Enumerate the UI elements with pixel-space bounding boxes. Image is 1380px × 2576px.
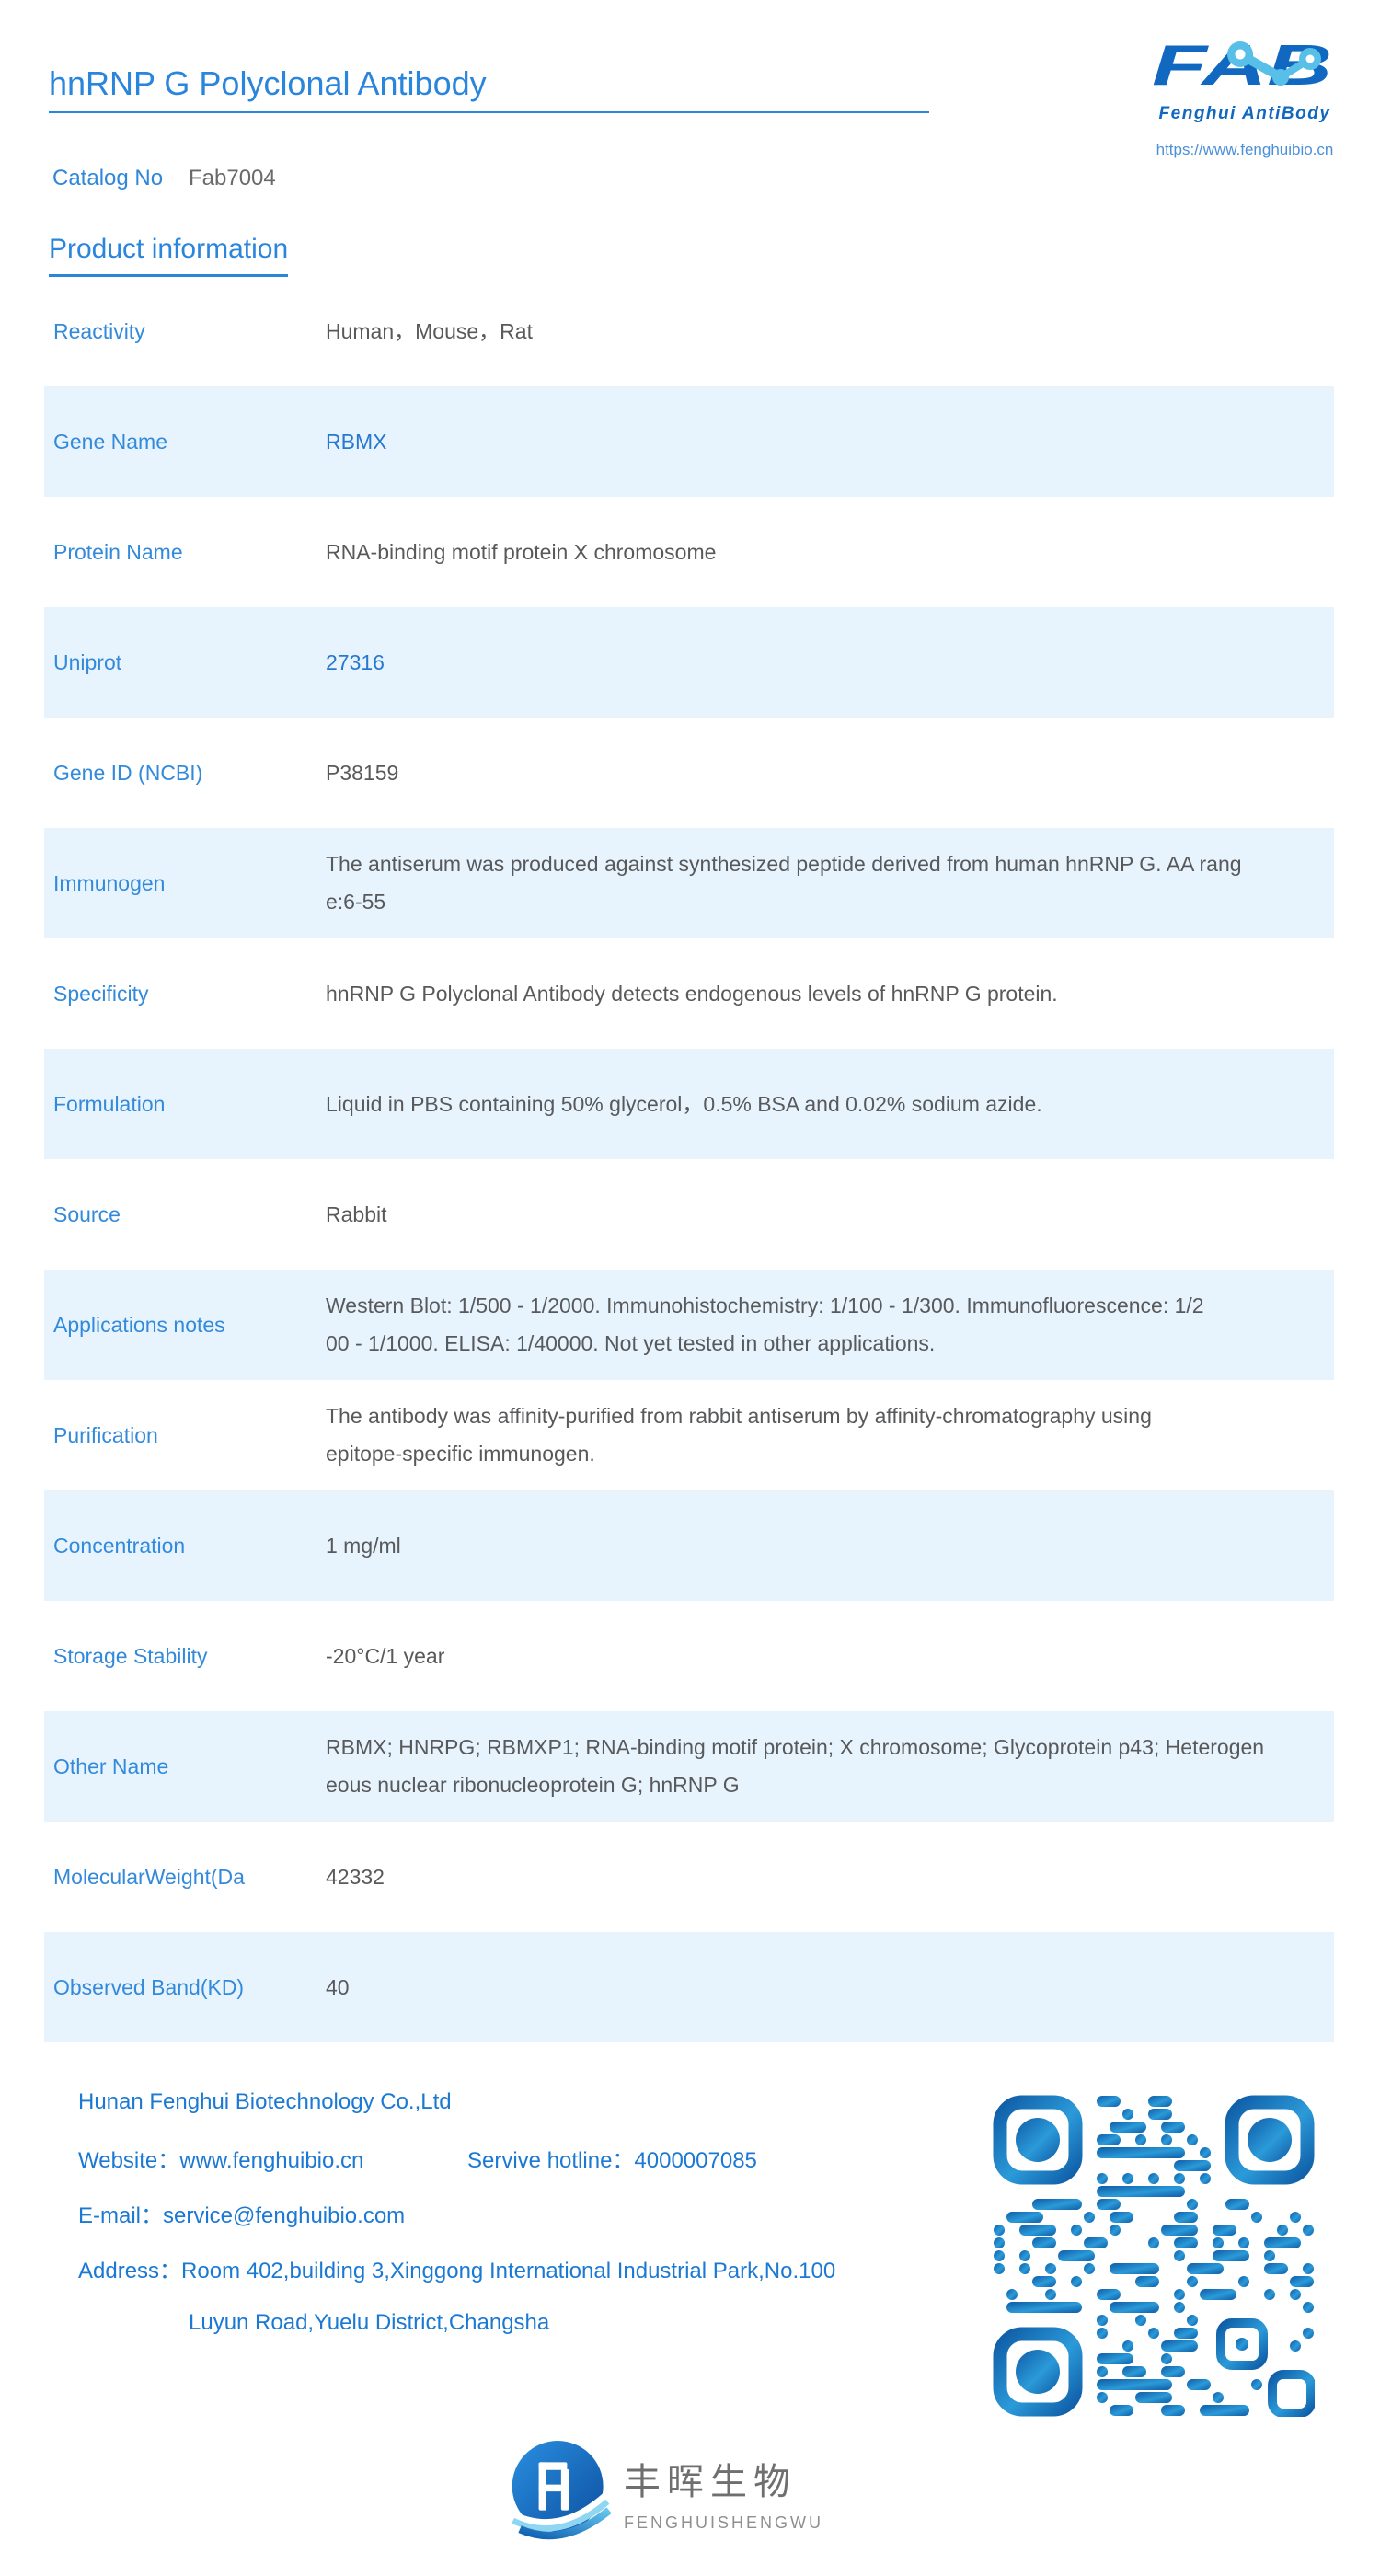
row-value[interactable]: 27316 [326,650,385,674]
row-value: RNA-binding motif protein X chromosome [326,539,717,564]
row-label: Uniprot [53,650,122,674]
row-value: P38159 [326,760,399,785]
table-row: Other Name RBMX; HNRPG; RBMXP1; RNA-bindi… [44,1711,1334,1822]
fab-molecule-icon [1227,41,1321,86]
logo-url[interactable]: https://www.fenghuibio.cn [1156,141,1334,158]
catalog-value: Fab7004 [189,166,276,190]
catalog-row: Catalog No Fab7004 [52,166,276,191]
brand-name-cn: 丰晖生物 [624,2462,797,2502]
company-name: Hunan Fenghui Biotechnology Co.,Ltd [78,2089,452,2114]
table-row: Gene ID (NCBI) P38159 [44,718,1334,828]
catalog-label: Catalog No [52,166,164,190]
section-heading: Product information [49,234,289,277]
fenghui-circle-logo-icon [508,2441,611,2540]
row-label: Formulation [53,1091,166,1116]
row-value: 42332 [326,1864,385,1889]
row-label: MolecularWeight(Da [53,1864,245,1889]
fab-wordmark-icon: FAB [1152,35,1332,94]
table-row: Applications notes Western Blot: 1/500 - … [44,1270,1334,1380]
row-label: Purification [53,1422,158,1447]
row-label: Applications notes [53,1312,225,1337]
row-label: Specificity [53,981,149,1006]
title-underline [49,111,929,113]
email-line[interactable]: E-mail：service@fenghuibio.com [78,2202,406,2228]
row-value[interactable]: RBMX [326,429,387,454]
table-row: Concentration 1 mg/ml [44,1490,1334,1601]
website-label[interactable]: Website：www.fenghuibio.cn [78,2147,364,2173]
table-row: Gene Name RBMX [44,386,1334,497]
page-title: hnRNP G Polyclonal Antibody [49,64,487,102]
table-row: Protein Name RNA-binding motif protein X … [44,497,1334,607]
row-label: Other Name [53,1754,169,1778]
row-label: Reactivity [53,318,145,343]
hotline-label: Servive hotline：4000007085 [467,2147,757,2173]
row-label: Immunogen [53,870,166,895]
row-value: The antiserum was produced against synth… [326,852,1242,914]
table-row: Formulation Liquid in PBS containing 50% … [44,1049,1334,1159]
fab-logo: FAB Fenghui AntiBody https://www.fenghui… [1150,35,1340,159]
row-value: Rabbit [326,1202,387,1226]
table-row: Immunogen The antiserum was produced agai… [44,828,1334,938]
row-value: RBMX; HNRPG; RBMXP1; RNA-binding motif p… [326,1735,1265,1797]
row-label: Observed Band(KD) [53,1974,245,1999]
table-row: MolecularWeight(Da 42332 [44,1822,1334,1932]
row-value: -20°C/1 year [326,1643,445,1668]
table-row: Uniprot 27316 [44,607,1334,718]
row-label: Protein Name [53,539,183,564]
brand-logo: 丰晖生物 FENGHUISHENGWU [508,2438,823,2547]
qr-code [993,2095,1315,2417]
row-value: Human，Mouse，Rat [326,318,533,343]
table-row: Storage Stability -20°C/1 year [44,1601,1334,1711]
row-label: Concentration [53,1533,186,1558]
row-value: Western Blot: 1/500 - 1/2000. Immunohist… [326,1294,1204,1355]
row-value: hnRNP G Polyclonal Antibody detects endo… [326,981,1058,1006]
table-row: Observed Band(KD) 40 [44,1932,1334,2042]
website-line: Website：www.fenghuibio.cn Servive hotlin… [78,2130,989,2185]
footer: Hunan Fenghui Biotechnology Co.,Ltd Webs… [78,2075,989,2351]
row-label: Source [53,1202,121,1226]
row-value: The antibody was affinity-purified from … [326,1404,1152,1466]
brand-name-en: FENGHUISHENGWU [624,2513,823,2532]
table-row: Source Rabbit [44,1159,1334,1270]
row-value: Liquid in PBS containing 50% glycerol，0.… [326,1091,1042,1116]
row-value: 40 [326,1974,350,1999]
row-label: Storage Stability [53,1643,208,1668]
table-row: Purification The antibody was affinity-pu… [44,1380,1334,1490]
row-label: Gene ID (NCBI) [53,760,203,785]
logo-subtitle: Fenghui AntiBody [1158,104,1331,123]
table-row: Reactivity Human，Mouse，Rat [44,276,1334,386]
product-table: Reactivity Human，Mouse，Rat Gene Name RBMX Pr… [44,276,1334,2042]
address-line1: Address：Room 402,building 3,Xinggong Int… [78,2258,836,2283]
row-value: 1 mg/ml [326,1533,401,1558]
table-row: Specificity hnRNP G Polyclonal Antibody d… [44,938,1334,1049]
address-line2: Luyun Road,Yuelu District,Changsha [189,2310,550,2335]
row-label: Gene Name [53,429,168,454]
